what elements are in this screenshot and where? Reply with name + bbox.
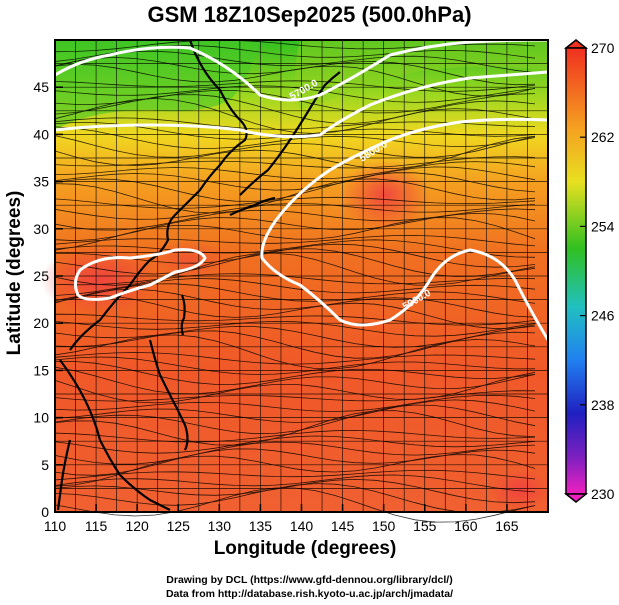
y-axis-title: Latitude (degrees) (4, 190, 25, 356)
credit-data: Data from http://database.rish.kyoto-u.a… (165, 588, 454, 600)
streamline (54, 454, 536, 487)
y-tick-label: 30 (33, 221, 49, 237)
x-tick-label: 165 (495, 518, 519, 534)
streamline (54, 161, 536, 180)
x-tick-labels: 110 115 120 125 130 135 140 145 150 155 160 165 (44, 504, 519, 534)
coastlines (56, 39, 341, 511)
streamline (54, 234, 536, 247)
y-tick-label: 45 (33, 79, 49, 95)
y-tick-label: 25 (33, 268, 49, 284)
colorbar-tick-label: 270 (591, 40, 615, 56)
streamline (54, 135, 536, 170)
streamline (54, 366, 536, 395)
x-tick-label: 110 (44, 518, 67, 534)
streamline (54, 63, 536, 97)
x-tick-label: 140 (290, 518, 314, 534)
contour-5900-west (73, 248, 207, 301)
streamline (54, 283, 536, 304)
streamline (54, 404, 536, 435)
streamline (54, 239, 536, 258)
x-tick-label: 115 (85, 518, 108, 534)
streamline (54, 483, 536, 514)
streamline (54, 278, 536, 296)
streamline (54, 217, 536, 251)
colorbar-tick-label: 254 (591, 218, 615, 234)
streamline (54, 98, 536, 134)
streamline (54, 474, 536, 493)
streamline (54, 478, 536, 504)
y-tick-labels: 0 5 10 15 20 25 30 35 40 45 (33, 79, 63, 520)
streamline (54, 441, 536, 465)
x-tick-label: 125 (167, 518, 191, 534)
streamline (54, 85, 536, 103)
contour-5700 (54, 38, 549, 102)
streamline (54, 390, 536, 402)
y-tick-label: 35 (33, 174, 49, 190)
y-tick-label: 15 (33, 362, 49, 378)
x-tick-label: 160 (454, 518, 478, 534)
y-tick-label: 10 (33, 410, 49, 426)
streamline (54, 410, 536, 446)
x-tick-label: 135 (249, 518, 273, 534)
contour-5900 (260, 117, 550, 341)
streamline (54, 334, 536, 370)
streamline (54, 288, 536, 318)
streamline (54, 352, 536, 365)
y-tick-label: 0 (41, 504, 49, 520)
colorbar-tick-label: 262 (591, 129, 615, 145)
streamline (54, 320, 536, 337)
streamline (54, 487, 536, 523)
x-tick-label: 130 (208, 518, 232, 534)
x-tick-label: 120 (125, 518, 149, 534)
streamline (54, 80, 536, 92)
y-tick-label: 40 (33, 126, 49, 142)
colorbar-tick-label: 238 (591, 397, 615, 413)
streamline (54, 135, 536, 158)
credit-drawing: Drawing by DCL (https://www.gfd-dennou.o… (166, 574, 453, 586)
streamline (54, 203, 536, 220)
y-tick-label: 20 (33, 315, 49, 331)
streamline (54, 394, 536, 412)
x-tick-label: 150 (372, 518, 396, 534)
x-axis-title: Longitude (degrees) (213, 538, 397, 559)
y-tick-label: 5 (41, 457, 49, 473)
geopotential-contours (54, 38, 550, 341)
streamline (54, 356, 536, 375)
streamline (54, 399, 536, 423)
streamline (54, 361, 536, 385)
colorbar-tick-label: 246 (591, 308, 615, 324)
colorbar: 270 262 254 246 238 230 (563, 39, 615, 503)
colorbar-tick-label: 230 (591, 486, 615, 502)
x-tick-label: 155 (413, 518, 437, 534)
streamline (54, 178, 536, 214)
streamline (54, 166, 536, 191)
streamline (54, 94, 536, 124)
streamline (54, 196, 536, 209)
contour-5800 (54, 70, 549, 139)
streamline (54, 252, 536, 286)
streamline (54, 325, 536, 348)
page-title: GSM 18Z10Sep2025 (500.0hPa) (147, 2, 472, 27)
streamline (54, 371, 536, 404)
streamline (54, 435, 536, 454)
streamline (54, 248, 536, 277)
streamline (54, 126, 536, 149)
streamline (54, 156, 536, 169)
streamline (54, 429, 536, 443)
streamline (54, 313, 536, 326)
x-tick-label: 145 (331, 518, 355, 534)
wind-streamlines (54, 39, 536, 523)
